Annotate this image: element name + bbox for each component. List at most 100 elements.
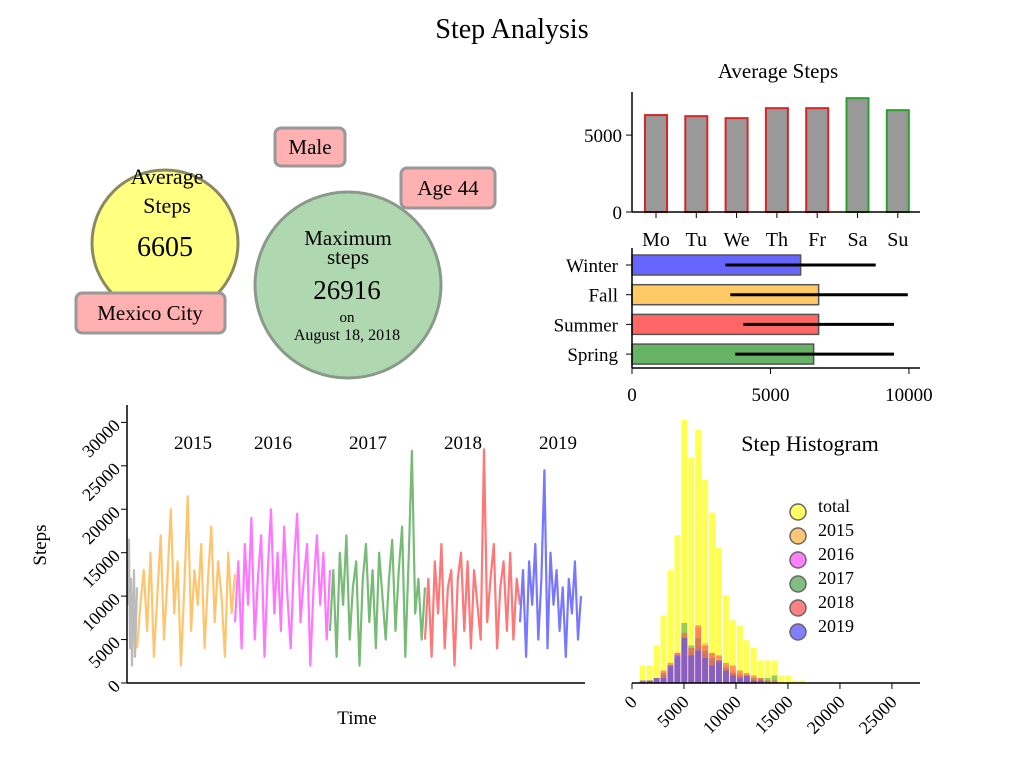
hist-bar-2018: [771, 680, 778, 683]
hist-bar-total: [792, 680, 799, 683]
hist-bar-2019: [729, 675, 736, 683]
hist-bar-total: [667, 570, 674, 683]
timeseries-y-tick-label: 25000: [78, 459, 124, 505]
hist-bar-2017: [771, 675, 778, 683]
x-axis-label: Time: [337, 708, 376, 729]
steps-timeseries-chart: 2015 2016 2017 2018 2019 0 5000100001500020000…: [30, 405, 585, 729]
hist-bar-2018: [729, 665, 736, 683]
timeseries-y-tick-label: 20000: [78, 502, 124, 548]
weekday-y-tick-label: 0: [613, 203, 623, 224]
hist-bar-total: [639, 665, 646, 683]
y-axis-label: Steps: [30, 524, 51, 565]
steps-line-2019: [518, 469, 583, 659]
steps-line-2015: [135, 495, 237, 667]
histogram-x-tick-label: 5000: [653, 692, 693, 732]
histogram-x-tick-label: 10000: [699, 692, 745, 738]
season-tick-label: Winter: [566, 256, 619, 277]
maximum-label-2: steps: [327, 245, 369, 269]
legend-label: total: [818, 496, 850, 516]
histogram-x-tick-label: 15000: [751, 692, 797, 738]
hist-bar-total: [785, 675, 792, 683]
hist-bar-total: [764, 660, 771, 683]
weekday-bar-sa: [845, 97, 870, 213]
hist-bar-total: [702, 480, 709, 683]
hist-bar-total: [674, 535, 681, 683]
average-label-1: Average: [131, 164, 204, 189]
weekday-bar-we: [724, 117, 749, 213]
season-x-tick-label: 0: [627, 385, 637, 406]
weekday-tick-label: Mo: [642, 229, 670, 251]
hist-bar-total: [688, 457, 695, 683]
timeseries-y-tick-label: 10000: [78, 589, 124, 635]
weekday-bar-th: [764, 107, 789, 213]
weekday-y-tick-label: 5000: [584, 126, 622, 147]
legend-marker-2017: [789, 575, 807, 593]
hist-bar-total: [778, 675, 785, 683]
steps-line-2016: [233, 508, 332, 667]
weekday-tick-label: We: [724, 229, 750, 251]
maximum-value: 26916: [313, 275, 381, 305]
hist-bar-2019: [709, 665, 716, 683]
season-tick-label: Summer: [554, 315, 619, 336]
year-label: 2015: [174, 433, 212, 454]
legend-marker-2015: [789, 527, 807, 545]
maximum-label-1: Maximum: [304, 226, 392, 250]
hist-bar-2019: [674, 655, 681, 683]
timeseries-y-tick-label: 30000: [78, 415, 124, 461]
hist-bar-total: [743, 640, 750, 683]
hist-bar-total: [646, 665, 653, 683]
hist-bar-2019: [736, 677, 743, 683]
season-tick-label: Spring: [567, 345, 618, 366]
maximum-steps-bubble: [253, 190, 443, 380]
season-average-chart: Winter Fall Summer Spring 0 5000 10000: [554, 248, 933, 406]
hist-bar-total: [653, 645, 660, 683]
hist-bar-total: [660, 615, 667, 683]
city-tag-box: [74, 291, 227, 335]
year-label: 2017: [349, 433, 387, 454]
hist-bar-total: [722, 595, 729, 683]
step-histogram-chart: Step Histogram total 2015 2016 2017 2018 2019 0…: [620, 420, 920, 738]
legend-label: 2015: [818, 520, 854, 540]
figure-title: Step Analysis: [435, 14, 588, 45]
year-label: 2016: [254, 433, 292, 454]
gender-tag: Male: [288, 135, 331, 159]
weekday-bar-su: [885, 109, 910, 213]
hist-bar-total: [799, 680, 806, 683]
weekday-bar-tu: [684, 115, 709, 213]
hist-bar-2019: [646, 680, 653, 683]
hist-bar-2019: [653, 677, 660, 683]
legend-marker-2019: [789, 623, 807, 641]
average-value: 6605: [137, 232, 193, 263]
info-panel: Average Steps 6605 Maximum steps 26916 o…: [74, 126, 497, 380]
season-tick-label: Fall: [588, 286, 618, 307]
hist-bar-2019: [639, 680, 646, 683]
steps-line-partial: [126, 538, 139, 667]
season-x-tick-label: 10000: [885, 385, 933, 406]
steps-line-2017: [328, 449, 427, 667]
maximum-date: August 18, 2018: [294, 327, 400, 344]
weekday-bar-mo: [644, 114, 668, 213]
hist-bar-2019: [743, 675, 750, 683]
hist-bar-total: [716, 547, 722, 683]
hist-bar-total: [729, 620, 736, 683]
histogram-x-tick-label: 0: [620, 692, 641, 713]
hist-bar-total: [736, 625, 743, 683]
hist-bar-2019: [688, 655, 695, 683]
hist-bar-2019: [660, 677, 667, 683]
weekday-chart-title: Average Steps: [718, 59, 838, 83]
legend-label: 2017: [818, 568, 854, 588]
weekday-tick-label: Su: [887, 229, 908, 251]
age-tag-box: [399, 166, 497, 210]
legend-marker-2016: [789, 551, 807, 569]
hist-bar-total: [681, 420, 688, 683]
legend-label: 2016: [818, 544, 854, 564]
hist-bar-2019: [695, 650, 702, 683]
hist-bar-total: [750, 647, 757, 683]
timeseries-y-tick-label: 0: [104, 676, 125, 697]
hist-bar-2019: [750, 680, 757, 683]
weekday-tick-label: Tu: [686, 229, 708, 251]
maximum-on: on: [340, 310, 356, 326]
hist-bar-2019: [716, 660, 722, 683]
hist-bar-total: [771, 660, 778, 683]
